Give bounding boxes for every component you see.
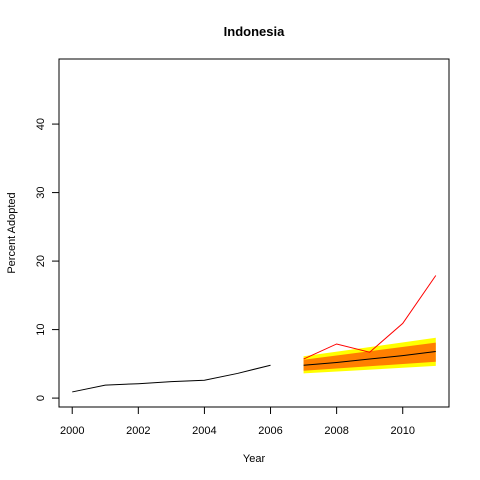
x-axis-label: Year bbox=[243, 453, 266, 465]
inner-interval-band bbox=[303, 342, 436, 371]
x-tick-label: 2010 bbox=[390, 425, 414, 437]
y-axis-label: Percent Adopted bbox=[6, 192, 18, 273]
y-tick-label: 40 bbox=[35, 118, 47, 130]
forecast-median-line bbox=[303, 351, 436, 366]
y-axis-ticks: 0 10 20 30 40 bbox=[35, 118, 59, 401]
bands-layer bbox=[303, 337, 436, 374]
y-tick-label: 0 bbox=[35, 395, 47, 401]
series-layer bbox=[72, 275, 437, 393]
actual-line bbox=[303, 275, 437, 360]
x-tick-label: 2006 bbox=[258, 425, 282, 437]
chart-title: Indonesia bbox=[224, 24, 285, 39]
historical-line bbox=[72, 364, 271, 393]
y-tick-label: 20 bbox=[35, 255, 47, 267]
y-tick-label: 30 bbox=[35, 186, 47, 198]
y-tick-label: 10 bbox=[35, 323, 47, 335]
x-tick-label: 2000 bbox=[60, 425, 84, 437]
x-tick-label: 2008 bbox=[324, 425, 348, 437]
x-axis-ticks: 2000 2002 2004 2006 2008 2010 bbox=[60, 407, 415, 437]
x-tick-label: 2002 bbox=[126, 425, 150, 437]
x-tick-label: 2004 bbox=[192, 425, 216, 437]
